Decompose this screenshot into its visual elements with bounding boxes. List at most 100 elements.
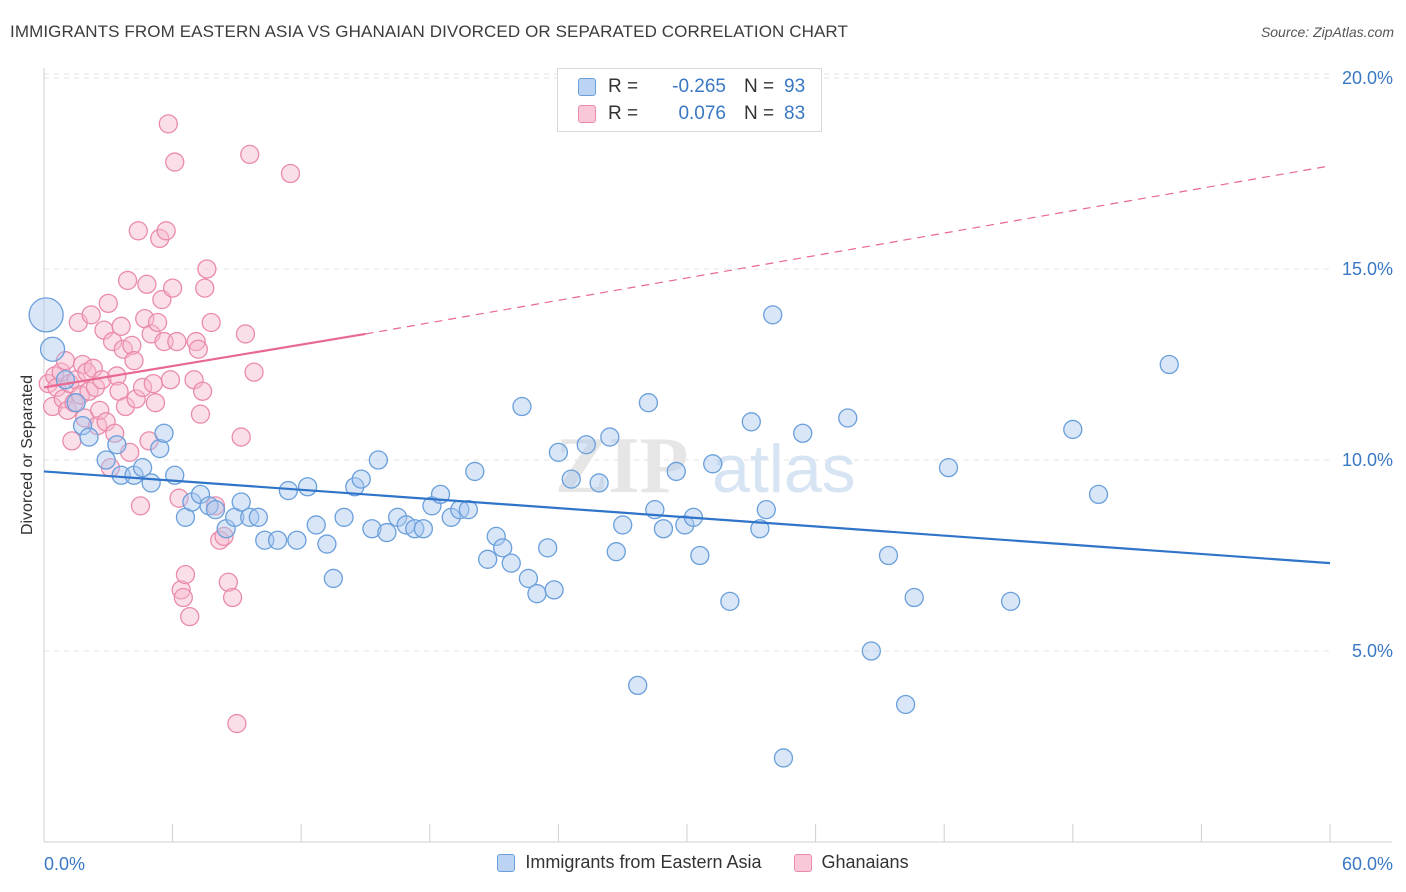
data-point — [793, 423, 813, 443]
data-point — [773, 748, 794, 768]
data-point — [156, 221, 176, 241]
r-label: R = — [608, 76, 639, 97]
data-point — [55, 370, 76, 390]
data-point — [201, 312, 221, 333]
eastern-asia-points — [28, 297, 1179, 768]
data-point — [334, 507, 354, 527]
n-label: N = — [744, 76, 775, 97]
data-point — [838, 408, 858, 428]
data-point — [147, 312, 168, 333]
data-point — [188, 339, 208, 359]
data-point — [79, 427, 99, 447]
data-point — [750, 519, 770, 539]
tick-labels: 5.0% 10.0% 15.0% 20.0% 0.0% 60.0% — [44, 68, 1393, 874]
series-legend: Immigrants from Eastern Asia Ghanaians — [0, 852, 1406, 873]
data-point — [666, 461, 686, 482]
blue-swatch — [578, 78, 596, 96]
data-point — [613, 515, 633, 535]
data-point — [96, 450, 116, 470]
ghanaians-points — [38, 114, 301, 734]
data-point — [741, 412, 761, 432]
data-point — [197, 259, 217, 279]
data-point — [90, 400, 110, 420]
data-point — [561, 469, 581, 489]
data-point — [171, 580, 191, 600]
data-point — [162, 278, 183, 298]
pink-swatch — [793, 853, 812, 872]
data-point — [186, 331, 206, 352]
data-point — [938, 457, 959, 478]
y-axis-label: Divorced or Separated — [19, 374, 36, 536]
data-point — [195, 278, 215, 298]
data-point — [227, 713, 247, 734]
data-point — [165, 152, 185, 172]
data-point — [280, 163, 301, 184]
data-point — [66, 393, 86, 413]
data-point — [628, 675, 648, 696]
data-point — [377, 522, 397, 543]
data-point — [72, 415, 93, 436]
r-value: -0.265 — [672, 76, 726, 97]
data-point — [287, 530, 307, 550]
data-point — [192, 381, 213, 401]
data-point — [130, 496, 151, 516]
legend-label: Immigrants from Eastern Asia — [525, 852, 762, 872]
y-tick-label: 20.0% — [1342, 68, 1393, 88]
data-point — [1159, 354, 1179, 375]
data-point — [62, 431, 82, 451]
data-point — [703, 454, 723, 474]
data-point — [145, 393, 166, 413]
data-point — [878, 545, 899, 566]
data-point — [501, 553, 521, 573]
stats-legend: R = -0.265 N = 93 R = 0.076 N = 83 — [557, 68, 822, 132]
blue-swatch — [497, 853, 516, 872]
data-point — [167, 331, 187, 352]
trend-line-ghanaians-extension — [365, 165, 1331, 335]
data-point — [1000, 591, 1021, 611]
legend-label: Ghanaians — [821, 852, 909, 872]
data-point — [150, 438, 170, 459]
data-point — [124, 351, 144, 371]
data-point — [538, 538, 558, 558]
data-point — [690, 545, 710, 566]
data-point — [323, 568, 344, 589]
chart-title: IMMIGRANTS FROM EASTERN ASIA VS GHANAIAN… — [10, 22, 848, 41]
data-point — [653, 519, 674, 539]
data-point — [173, 587, 193, 608]
data-point — [190, 404, 211, 424]
data-point — [518, 568, 539, 589]
trend-lines — [43, 165, 1331, 565]
data-point — [306, 515, 326, 535]
data-point — [154, 423, 174, 443]
trend-line-eastern-asia — [43, 470, 1331, 565]
y-tick-label: 15.0% — [1342, 259, 1393, 279]
r-value: 0.076 — [678, 103, 726, 124]
grid-lines — [44, 73, 1330, 652]
data-point — [548, 442, 569, 463]
x-tick-label: 0.0% — [44, 854, 85, 874]
stats-row-ghanaians: R = 0.076 N = 83 — [578, 101, 805, 127]
data-point — [240, 144, 260, 165]
data-point — [42, 396, 63, 417]
data-point — [267, 530, 288, 550]
data-point — [126, 389, 146, 409]
data-point — [478, 549, 498, 569]
y-tick-label: 10.0% — [1342, 450, 1393, 470]
data-point — [763, 305, 783, 325]
data-point — [345, 477, 365, 497]
watermark-zip: ZIP — [555, 422, 688, 510]
data-point — [512, 396, 532, 417]
n-value: 93 — [784, 76, 806, 97]
data-point — [458, 500, 479, 520]
data-point — [143, 373, 163, 394]
data-point — [638, 393, 659, 413]
data-point — [132, 377, 153, 398]
data-point — [81, 305, 101, 325]
data-point — [1088, 484, 1109, 505]
data-point — [139, 431, 159, 451]
data-point — [214, 526, 234, 547]
data-point — [128, 221, 148, 241]
data-point — [231, 492, 251, 512]
data-point — [589, 473, 609, 493]
